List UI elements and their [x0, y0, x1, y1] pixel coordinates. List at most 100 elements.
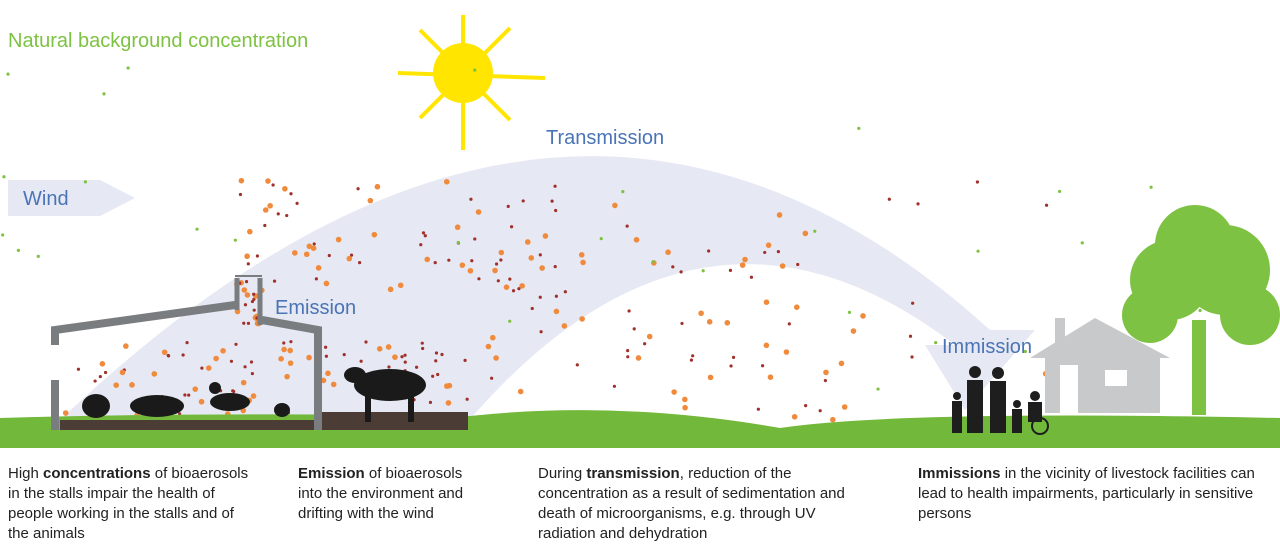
dot: [643, 342, 646, 345]
dot: [324, 346, 327, 349]
dot: [435, 351, 438, 354]
dot: [562, 323, 568, 329]
dot: [446, 400, 452, 406]
dot: [267, 203, 273, 209]
dot: [313, 242, 316, 245]
dot: [230, 360, 233, 363]
dot: [263, 207, 269, 213]
scene: Natural background concentration Wind Tr…: [0, 0, 1280, 450]
dot: [424, 257, 430, 263]
dot: [289, 340, 292, 343]
page: Natural background concentration Wind Tr…: [0, 0, 1280, 550]
dot: [580, 260, 586, 266]
dot: [679, 270, 682, 273]
dot: [440, 353, 443, 356]
dot: [757, 408, 760, 411]
dot: [525, 239, 531, 245]
dot: [976, 250, 979, 253]
dot: [245, 280, 248, 283]
dot: [1, 233, 4, 236]
dot: [400, 355, 403, 358]
dot: [404, 361, 407, 364]
dot: [499, 258, 502, 261]
dot: [460, 262, 466, 268]
dot: [555, 295, 558, 298]
dot: [282, 186, 288, 192]
dot: [287, 348, 293, 354]
dot: [764, 299, 770, 305]
dot: [315, 277, 318, 280]
dot: [707, 319, 713, 325]
dot: [113, 382, 119, 388]
dot: [253, 309, 256, 312]
dot: [377, 346, 383, 352]
dot: [691, 354, 694, 357]
dot: [447, 383, 453, 389]
dot: [324, 281, 330, 287]
dot: [777, 250, 780, 253]
dot: [761, 364, 764, 367]
dot: [554, 309, 560, 315]
dot: [1058, 190, 1061, 193]
dot: [794, 304, 800, 310]
dot: [386, 344, 392, 350]
dot: [499, 250, 505, 256]
dot: [37, 255, 40, 258]
dot: [295, 202, 298, 205]
dot: [576, 363, 579, 366]
dot: [328, 254, 331, 257]
dot: [123, 343, 129, 349]
dot: [788, 322, 791, 325]
stall-floor: [60, 420, 315, 430]
dot: [372, 232, 378, 238]
dot: [63, 410, 69, 416]
dot: [241, 380, 247, 386]
dot: [909, 335, 912, 338]
dot: [360, 360, 363, 363]
dot: [331, 382, 337, 388]
dot: [539, 265, 545, 271]
dot: [804, 404, 807, 407]
dot: [671, 389, 677, 395]
dot: [277, 212, 280, 215]
dot: [356, 187, 359, 190]
dot: [876, 387, 879, 390]
dot: [911, 302, 914, 305]
dot: [916, 202, 919, 205]
dot: [336, 237, 342, 243]
dot: [306, 355, 312, 361]
dot: [492, 268, 498, 274]
dot: [510, 225, 513, 228]
dot: [554, 209, 557, 212]
dot: [469, 198, 472, 201]
dot: [564, 290, 567, 293]
dot: [539, 253, 542, 256]
dot: [851, 328, 857, 334]
caption: Immissions in the vicinity of livestock …: [918, 464, 1263, 524]
dot: [493, 355, 499, 361]
dot: [842, 404, 848, 410]
dot: [633, 327, 636, 330]
dot: [732, 356, 735, 359]
dot: [702, 269, 705, 272]
dot: [455, 224, 461, 230]
dot: [1081, 241, 1084, 244]
dot: [325, 355, 328, 358]
dot: [780, 263, 786, 269]
dot: [792, 414, 798, 420]
dot: [634, 237, 640, 243]
dot: [724, 320, 730, 326]
dot: [857, 127, 860, 130]
dot: [247, 322, 250, 325]
dot: [476, 209, 482, 215]
dot: [244, 303, 247, 306]
dot: [627, 309, 630, 312]
dot: [84, 180, 87, 183]
dot: [250, 360, 253, 363]
transmission-arch: [55, 156, 1035, 425]
dot: [490, 377, 493, 380]
dot: [680, 322, 683, 325]
dot: [251, 393, 257, 399]
caption-text: During: [538, 465, 586, 482]
dot: [579, 252, 585, 258]
